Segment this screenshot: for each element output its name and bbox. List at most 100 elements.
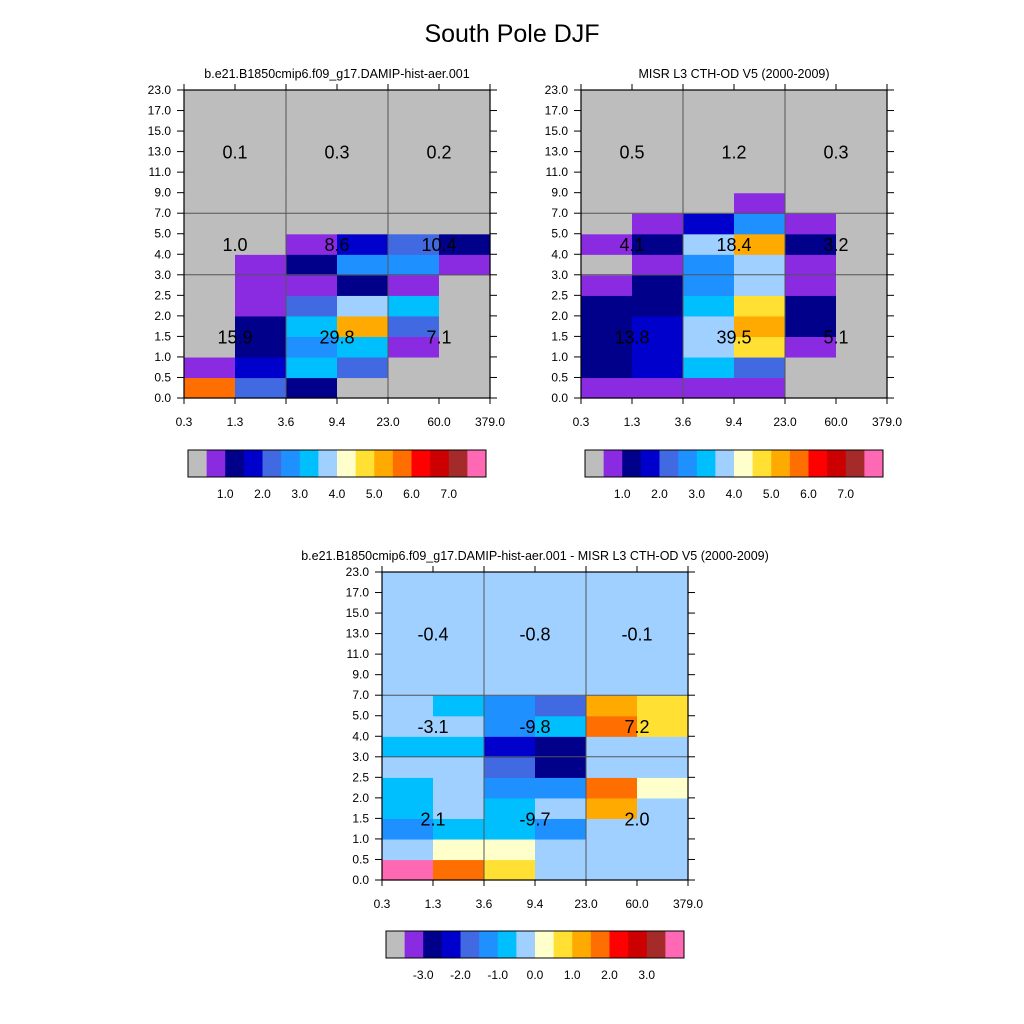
heatmap-cell xyxy=(382,859,434,881)
heatmap-cell xyxy=(785,336,837,358)
heatmap-cell xyxy=(286,295,338,317)
heatmap-cell xyxy=(484,777,536,799)
colorbar-swatch xyxy=(590,931,610,958)
heatmap-cell xyxy=(184,295,236,317)
y-tick-label: 11.0 xyxy=(149,165,172,179)
y-tick-label: 3.0 xyxy=(154,268,171,282)
heatmap-cell xyxy=(581,151,633,173)
heatmap-cell xyxy=(734,131,786,153)
colorbar-swatch xyxy=(318,450,338,477)
heatmap-cell xyxy=(337,172,389,194)
heatmap-cell xyxy=(836,90,888,112)
heatmap-cell xyxy=(535,818,587,840)
heatmap-cell xyxy=(535,756,587,778)
y-tick-label: 13.0 xyxy=(545,145,569,159)
y-tick-label: 15.0 xyxy=(346,606,370,620)
y-tick-label: 2.5 xyxy=(551,288,568,302)
y-tick-label: 11.0 xyxy=(546,165,569,179)
heatmap-cell xyxy=(184,274,236,296)
heatmap-cell xyxy=(382,838,434,861)
heatmap-cell xyxy=(535,797,587,819)
colorbar-swatch xyxy=(206,450,226,477)
heatmap-cell xyxy=(683,233,735,255)
y-tick-label: 1.5 xyxy=(154,329,171,343)
heatmap-cell xyxy=(632,377,684,399)
heatmap-cell xyxy=(632,172,684,194)
colorbar-swatch xyxy=(585,450,605,477)
y-tick-label: 2.5 xyxy=(154,288,171,302)
heatmap-cell xyxy=(286,356,338,379)
heatmap-cell xyxy=(433,654,485,676)
colorbar-swatch xyxy=(603,450,623,477)
heatmap-cell xyxy=(484,674,536,696)
heatmap-cell xyxy=(785,295,837,317)
heatmap-cell xyxy=(581,336,633,358)
colorbar-label: 3.0 xyxy=(688,487,705,501)
block-value-label: -9.8 xyxy=(519,717,550,737)
heatmap-cell xyxy=(535,838,587,861)
block-value-label: 0.5 xyxy=(619,143,644,163)
heatmap-cell xyxy=(632,192,684,214)
heatmap-cell xyxy=(683,151,735,173)
heatmap-cell xyxy=(433,674,485,696)
colorbar-label: 7.0 xyxy=(440,487,457,501)
heatmap-cell xyxy=(286,110,338,132)
heatmap-cell xyxy=(535,715,587,737)
heatmap-cell xyxy=(337,151,389,173)
y-tick-label: 5.0 xyxy=(352,709,369,723)
heatmap-cell xyxy=(433,613,485,635)
x-tick-label: 3.6 xyxy=(278,415,295,429)
page-title: South Pole DJF xyxy=(424,20,600,48)
heatmap-cell xyxy=(433,777,485,799)
heatmap-cell xyxy=(433,818,485,840)
colorbar-label: 1.0 xyxy=(217,487,234,501)
colorbar-swatch xyxy=(411,450,431,477)
chart-title: b.e21.B1850cmip6.f09_g17.DAMIP-hist-aer.… xyxy=(301,549,769,563)
colorbar-swatch xyxy=(628,931,648,958)
heatmap-cell xyxy=(586,756,638,778)
heatmap-cell xyxy=(235,377,287,399)
colorbar-swatch xyxy=(516,931,536,958)
heatmap-cell xyxy=(785,110,837,132)
colorbar-swatch xyxy=(808,450,828,477)
heatmap-cell xyxy=(535,859,587,881)
heatmap-cell xyxy=(836,356,888,379)
heatmap-cell xyxy=(337,213,389,235)
heatmap-cell xyxy=(683,213,735,235)
heatmap-cell xyxy=(439,131,491,153)
heatmap-cell xyxy=(235,131,287,153)
heatmap-cell xyxy=(337,90,389,112)
block-value-label: -0.4 xyxy=(417,625,448,645)
heatmap-cell xyxy=(235,110,287,132)
heatmap-cell xyxy=(235,295,287,317)
heatmap-cell xyxy=(484,818,536,840)
colorbar-swatch xyxy=(281,450,301,477)
heatmap-cell xyxy=(382,572,434,594)
y-tick-label: 15.0 xyxy=(148,124,172,138)
x-tick-label: 0.3 xyxy=(176,415,193,429)
heatmap-cell xyxy=(683,254,735,276)
heatmap-cell xyxy=(785,131,837,153)
heatmap-cell xyxy=(337,192,389,214)
heatmap-cell xyxy=(632,151,684,173)
heatmap-cell xyxy=(388,151,440,173)
heatmap-cell xyxy=(632,315,684,337)
heatmap-cell xyxy=(484,633,536,655)
heatmap-cell xyxy=(586,613,638,635)
heatmap-cell xyxy=(484,756,536,778)
block-value-label: 0.3 xyxy=(823,143,848,163)
y-tick-label: 15.0 xyxy=(545,124,569,138)
block-value-label: 3.2 xyxy=(823,235,848,255)
chart-diff: b.e21.B1850cmip6.f09_g17.DAMIP-hist-aer.… xyxy=(301,549,769,982)
heatmap-cell xyxy=(586,695,638,717)
y-tick-label: 11.0 xyxy=(347,647,370,661)
y-tick-label: 1.5 xyxy=(352,811,369,825)
block-value-label: -9.7 xyxy=(519,809,550,829)
heatmap-cell xyxy=(586,797,638,819)
heatmap-cell xyxy=(388,233,440,255)
y-tick-label: 0.0 xyxy=(154,391,171,405)
heatmap-cell xyxy=(439,192,491,214)
heatmap-cell xyxy=(433,859,485,881)
heatmap-cell xyxy=(382,695,434,717)
heatmap-cell xyxy=(734,254,786,276)
